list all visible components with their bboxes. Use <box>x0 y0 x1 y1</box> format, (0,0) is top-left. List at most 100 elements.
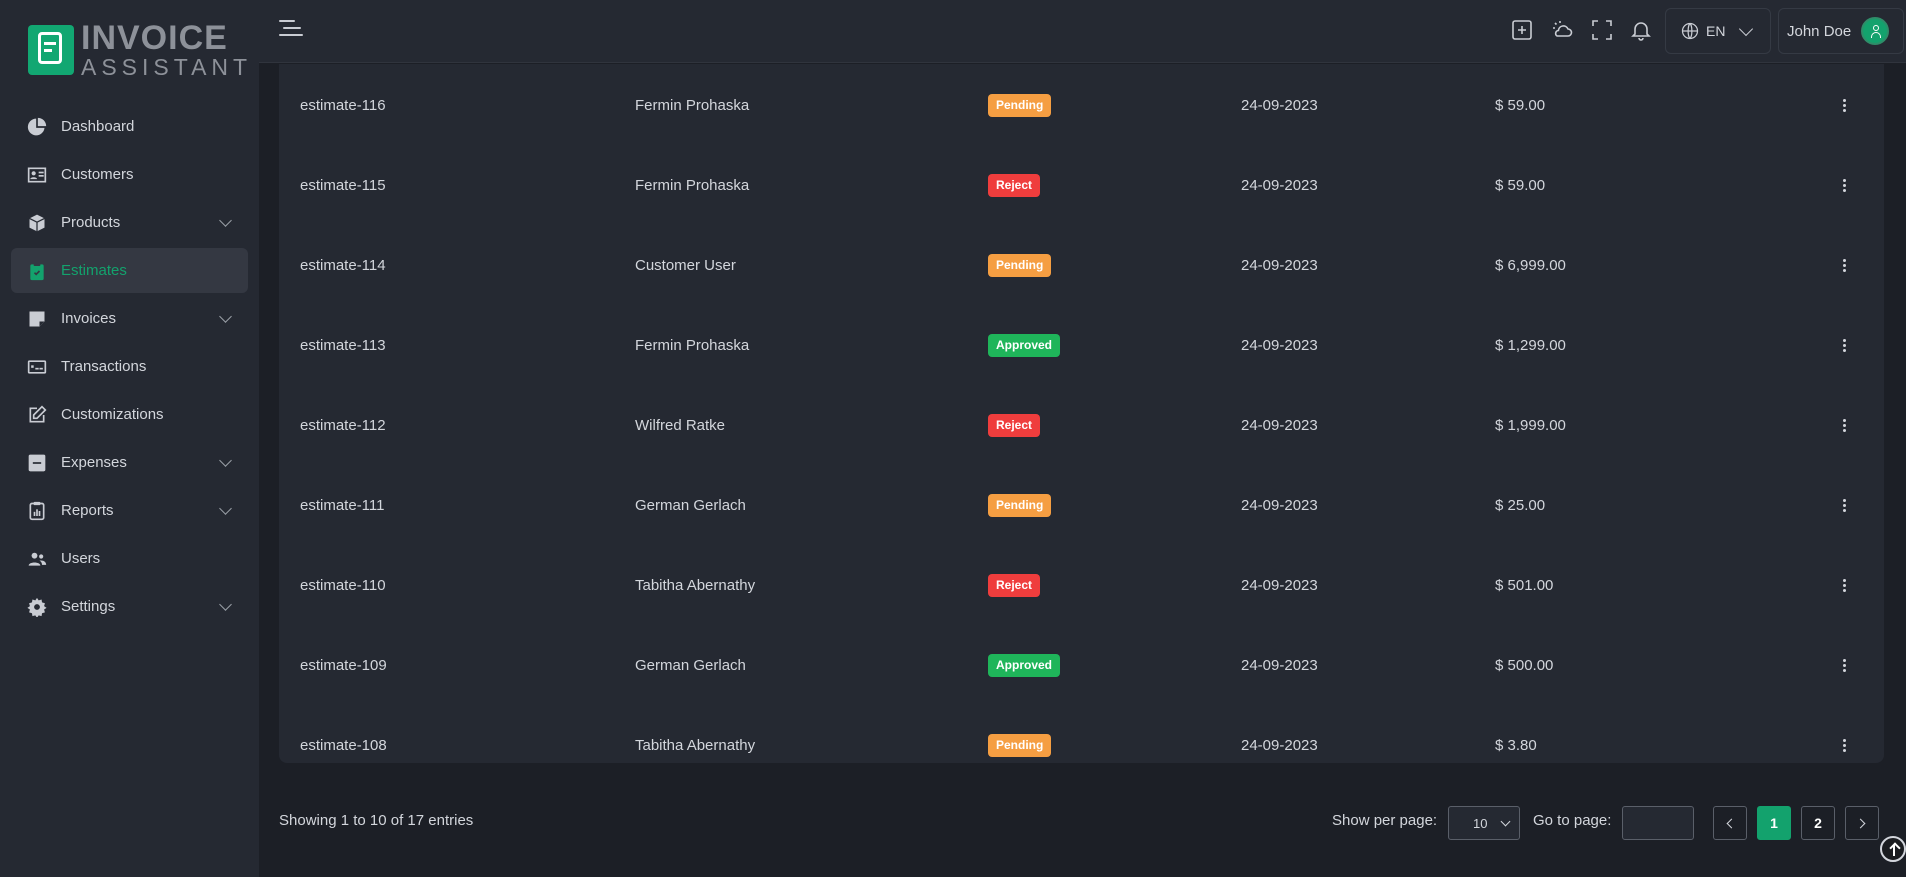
scroll-to-top-button[interactable] <box>1880 836 1906 862</box>
kebab-menu-icon <box>1842 418 1846 432</box>
estimate-date: 24-09-2023 <box>1241 336 1318 354</box>
row-actions-button[interactable] <box>1834 705 1854 785</box>
app-logo[interactable]: INVOICE ASSISTANT <box>28 19 253 80</box>
estimate-amount: $ 3.80 <box>1495 736 1537 754</box>
chevron-down-icon <box>219 454 232 467</box>
sidebar-item-customizations[interactable]: Customizations <box>11 392 248 437</box>
sidebar-item-settings[interactable]: Settings <box>11 584 248 629</box>
clipboard-icon <box>26 260 48 282</box>
users-icon <box>26 548 48 570</box>
customer-name: Fermin Prohaska <box>635 336 750 354</box>
status-badge: Reject <box>988 413 1041 437</box>
row-actions-button[interactable] <box>1834 385 1854 465</box>
chevron-left-icon <box>1726 818 1737 828</box>
fullscreen-icon[interactable] <box>1590 18 1614 42</box>
customer-name: German Gerlach <box>635 656 746 674</box>
table-row: estimate-111 German Gerlach Pending 24-09-2… <box>279 465 1884 545</box>
status-badge: Pending <box>988 493 1052 517</box>
page-1-button[interactable]: 1 <box>1757 806 1791 840</box>
row-actions-button[interactable] <box>1834 465 1854 545</box>
sidebar-item-label: Customizations <box>61 406 164 423</box>
row-actions-button[interactable] <box>1834 305 1854 385</box>
theme-icon[interactable] <box>1550 18 1574 42</box>
sidebar-item-label: Expenses <box>61 454 127 471</box>
hamburger-icon[interactable] <box>279 20 303 38</box>
language-selector[interactable]: EN <box>1665 8 1771 54</box>
sidebar-item-expenses[interactable]: Expenses <box>11 440 248 485</box>
estimate-date: 24-09-2023 <box>1241 576 1318 594</box>
page-2-button[interactable]: 2 <box>1801 806 1835 840</box>
bell-icon[interactable] <box>1629 18 1653 42</box>
row-actions-button[interactable] <box>1834 145 1854 225</box>
estimate-number[interactable]: estimate-111 <box>300 496 385 514</box>
sidebar-item-label: Users <box>61 550 101 567</box>
sidebar-item-invoices[interactable]: Invoices <box>11 296 248 341</box>
estimate-date: 24-09-2023 <box>1241 496 1318 514</box>
estimate-number[interactable]: estimate-108 <box>300 736 387 754</box>
sidebar-item-label: Settings <box>61 598 116 615</box>
row-actions-button[interactable] <box>1834 625 1854 705</box>
estimate-number[interactable]: estimate-112 <box>300 416 386 434</box>
sidebar-item-customers[interactable]: Customers <box>11 152 248 197</box>
sidebar-item-products[interactable]: Products <box>11 200 248 245</box>
sidebar-item-transactions[interactable]: Transactions <box>11 344 248 389</box>
estimate-number[interactable]: estimate-113 <box>300 336 386 354</box>
kebab-menu-icon <box>1842 258 1846 272</box>
chevron-down-icon <box>1739 21 1754 36</box>
sidebar-item-estimates[interactable]: Estimates <box>11 248 248 293</box>
table-row: estimate-109 German Gerlach Approved 24-09-… <box>279 625 1884 705</box>
customer-name: Customer User <box>635 256 736 274</box>
logo-text-line1: INVOICE <box>81 19 228 57</box>
estimate-date: 24-09-2023 <box>1241 656 1318 674</box>
table-row: estimate-112 Wilfred Ratke Reject 24-09-202… <box>279 385 1884 465</box>
user-name: John Doe <box>1787 22 1852 40</box>
sidebar-item-label: Estimates <box>61 262 127 279</box>
customer-name: Wilfred Ratke <box>635 416 726 434</box>
estimate-date: 24-09-2023 <box>1241 416 1318 434</box>
report-icon <box>26 500 48 522</box>
table-row: estimate-114 Customer User Pending 24-09-20… <box>279 225 1884 305</box>
add-icon[interactable] <box>1510 18 1534 42</box>
per-page-value: 10 <box>1473 815 1488 831</box>
pie-chart-icon <box>26 116 48 138</box>
goto-page-input[interactable] <box>1622 806 1694 840</box>
per-page-select[interactable]: 10 <box>1448 806 1520 840</box>
estimate-number[interactable]: estimate-115 <box>300 176 386 194</box>
box-icon <box>26 212 48 234</box>
estimate-date: 24-09-2023 <box>1241 176 1318 194</box>
row-actions-button[interactable] <box>1834 225 1854 305</box>
globe-icon <box>1681 22 1699 40</box>
per-page-label: Show per page: <box>1332 812 1438 829</box>
estimate-number[interactable]: estimate-110 <box>300 576 386 594</box>
estimate-amount: $ 59.00 <box>1495 176 1546 194</box>
estimates-table: estimate-116 Fermin Prohaska Pending 24-09-… <box>279 64 1884 763</box>
customer-name: German Gerlach <box>635 496 746 514</box>
customer-name: Fermin Prohaska <box>635 96 750 114</box>
chevron-down-icon <box>1500 816 1511 827</box>
estimate-number[interactable]: estimate-116 <box>300 96 386 114</box>
status-badge: Approved <box>988 333 1061 357</box>
chevron-down-icon <box>219 310 232 323</box>
table-row: estimate-110 Tabitha Abernathy Reject 24-09… <box>279 545 1884 625</box>
row-actions-button[interactable] <box>1834 65 1854 145</box>
avatar <box>1861 17 1890 45</box>
row-actions-button[interactable] <box>1834 545 1854 625</box>
sidebar-item-users[interactable]: Users <box>11 536 248 581</box>
sidebar-item-dashboard[interactable]: Dashboard <box>11 104 248 149</box>
status-badge: Reject <box>988 173 1041 197</box>
status-badge: Pending <box>988 93 1052 117</box>
estimate-amount: $ 25.00 <box>1495 496 1546 514</box>
kebab-menu-icon <box>1842 178 1846 192</box>
logo-text-line2: ASSISTANT <box>81 54 253 80</box>
sidebar-item-reports[interactable]: Reports <box>11 488 248 533</box>
estimate-number[interactable]: estimate-109 <box>300 656 387 674</box>
kebab-menu-icon <box>1842 98 1846 112</box>
estimate-number[interactable]: estimate-114 <box>300 256 386 274</box>
user-menu[interactable]: John Doe <box>1778 8 1904 54</box>
customer-name: Fermin Prohaska <box>635 176 750 194</box>
status-badge: Reject <box>988 573 1041 597</box>
goto-page-label: Go to page: <box>1533 812 1612 829</box>
next-page-button[interactable] <box>1845 806 1879 840</box>
status-badge: Pending <box>988 733 1052 757</box>
prev-page-button[interactable] <box>1713 806 1747 840</box>
